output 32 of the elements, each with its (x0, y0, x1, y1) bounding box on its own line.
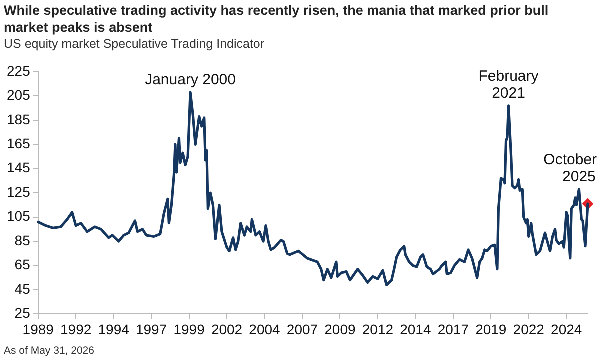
y-tick-label: 165 (7, 136, 31, 152)
x-tick-label: 2004 (249, 321, 281, 338)
x-tick-label: 1989 (22, 321, 54, 338)
text: As of May 31, 2026 (4, 345, 94, 357)
y-tick-label: 65 (14, 256, 31, 273)
x-tick-label: 1992 (60, 321, 92, 338)
x-tick-label: 2022 (513, 321, 545, 338)
y-tick-label: 45 (14, 280, 31, 297)
y-tick-label: 125 (7, 184, 31, 200)
y-tick-label: 25 (14, 305, 31, 322)
y-tick-label: 225 (7, 62, 31, 79)
y-tick-label: 145 (7, 160, 31, 176)
x-tick-label: 1994 (98, 321, 130, 338)
annotation: October 2025 (544, 151, 598, 186)
y-tick-label: 105 (7, 208, 31, 224)
x-tick-label: 2017 (438, 321, 470, 338)
x-tick-label: 2007 (286, 321, 318, 338)
y-tick-label: 205 (7, 87, 31, 104)
y-tick-label: 185 (7, 111, 31, 128)
y-tick-label: 85 (14, 232, 31, 248)
annotation: February 2021 (478, 68, 540, 102)
x-tick-label: 2014 (400, 321, 432, 338)
x-tick-label: 2012 (362, 321, 394, 338)
x-tick-label: 2009 (324, 321, 356, 338)
chart-subtitle: US equity market Speculative Trading Indicator (4, 37, 265, 51)
x-tick-label: 2024 (551, 321, 582, 338)
x-tick-label: 1997 (136, 321, 168, 338)
x-tick-label: 2019 (476, 321, 507, 338)
x-tick-label: 2002 (211, 321, 243, 338)
x-tick-label: 1999 (174, 321, 206, 338)
chart-title: While speculative trading activity has recently risen, the mania that marked prior bull market peaks is absent (4, 2, 550, 36)
annotation: January 2000 (145, 72, 236, 89)
